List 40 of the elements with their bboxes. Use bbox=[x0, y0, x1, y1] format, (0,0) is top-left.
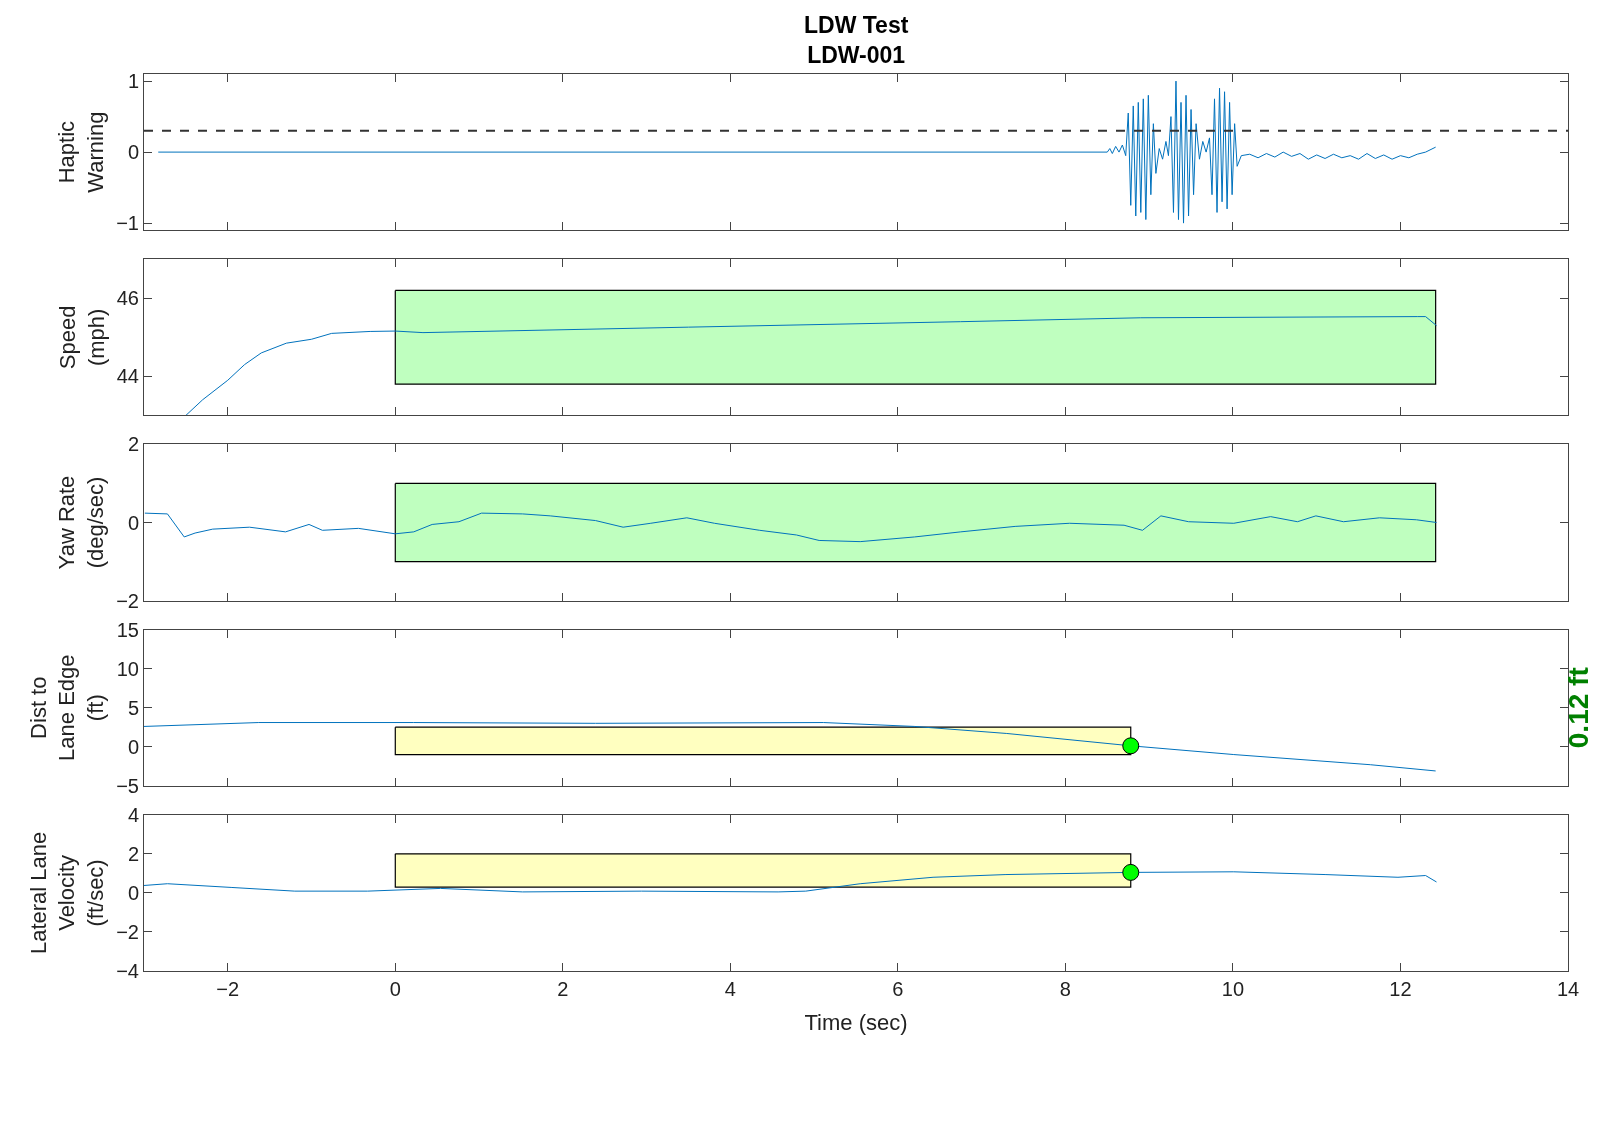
x-tick-label: 2 bbox=[557, 978, 569, 1000]
y-tick-label: 4 bbox=[127, 803, 139, 826]
y-axis-title: Haptic Warning bbox=[54, 111, 108, 193]
x-tick-label: 6 bbox=[892, 978, 904, 1000]
y-tick-label: 1 bbox=[127, 70, 139, 93]
y-tick-label: 15 bbox=[116, 618, 139, 641]
y-tick-label: 0 bbox=[127, 511, 139, 534]
y-tick-label: −4 bbox=[116, 960, 139, 982]
y-axis-title: Lateral Lane Velocity (ft/sec) bbox=[25, 831, 108, 955]
y-tick-label: 46 bbox=[116, 287, 139, 310]
x-tick-label: 8 bbox=[1059, 978, 1071, 1000]
chart-subtitle: LDW-001 bbox=[807, 41, 906, 68]
x-tick-label: 0 bbox=[389, 978, 401, 1000]
y-tick-label: 10 bbox=[116, 657, 139, 680]
y-tick-label: 2 bbox=[127, 433, 139, 456]
line-series bbox=[185, 316, 1437, 416]
annotation: 0.12 ft bbox=[1562, 667, 1594, 749]
chart-title: LDW Test bbox=[804, 12, 909, 38]
y-axis-title: Speed (mph) bbox=[54, 305, 109, 370]
y-axis-title: Dist to Lane Edge (ft) bbox=[25, 654, 108, 761]
y-tick-label: −2 bbox=[116, 920, 139, 943]
y-tick-label: 2 bbox=[127, 842, 139, 865]
x-tick-label: 4 bbox=[724, 978, 736, 1000]
y-tick-label: −1 bbox=[116, 212, 139, 235]
line-series bbox=[157, 80, 1437, 224]
x-tick-label: 10 bbox=[1221, 978, 1245, 1000]
y-tick-label: −5 bbox=[116, 774, 139, 797]
y-axis-title: Yaw Rate (deg/sec) bbox=[54, 475, 108, 570]
y-tick-label: 0 bbox=[127, 141, 139, 164]
line-series bbox=[144, 512, 1437, 543]
y-tick-label: 44 bbox=[116, 365, 139, 388]
y-tick-label: 5 bbox=[127, 696, 139, 719]
x-tick-label: 14 bbox=[1556, 978, 1580, 1000]
y-tick-label: 0 bbox=[127, 881, 139, 904]
x-tick-label: −2 bbox=[216, 978, 240, 1000]
line-series bbox=[144, 722, 1437, 772]
x-axis-title: Time (sec) bbox=[804, 1009, 908, 1035]
x-tick-label: 12 bbox=[1389, 978, 1412, 1000]
y-tick-label: 0 bbox=[127, 735, 139, 758]
y-tick-label: −2 bbox=[116, 589, 139, 612]
